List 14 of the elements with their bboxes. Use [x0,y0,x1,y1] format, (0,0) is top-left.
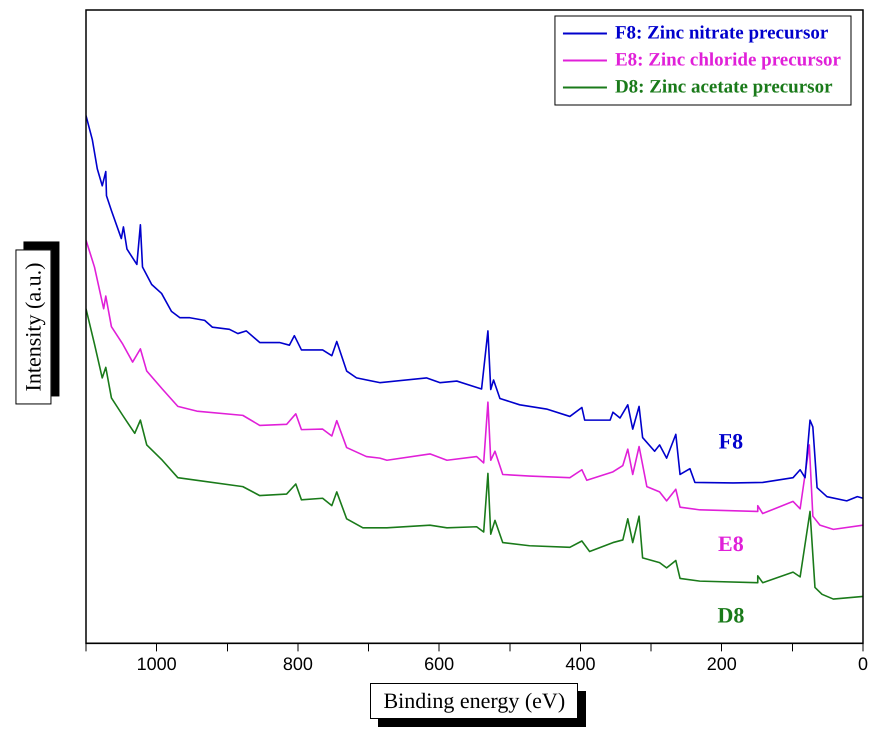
legend-label: F8: Zinc nitrate precursor [614,22,829,44]
legend-label: E8: Zinc chloride precursor [614,49,842,70]
annotation: E8 [718,531,744,556]
x-tick-label: 800 [282,654,313,674]
legend-label: D8: Zinc acetate precursor [614,76,834,98]
x-tick-label: 1000 [136,654,177,674]
x-tick-label: 600 [424,654,454,674]
x-tick-label: 0 [858,654,868,674]
x-axis-title: Binding energy (eV) [370,683,578,720]
y-axis-title: Intensity (a.u.) [14,249,51,404]
x-tick-label: 400 [565,654,596,674]
annotation: F8 [718,428,744,454]
annotation: D8 [717,602,744,628]
x-tick-label: 200 [706,654,737,674]
